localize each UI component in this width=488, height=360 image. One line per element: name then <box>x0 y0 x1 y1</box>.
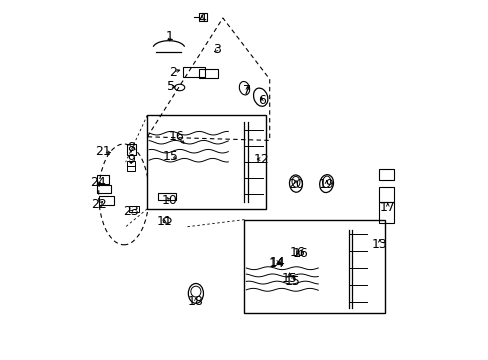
Text: 22: 22 <box>91 198 107 211</box>
Text: 6: 6 <box>257 94 265 107</box>
Text: 10: 10 <box>162 194 177 207</box>
Text: 16: 16 <box>168 130 183 143</box>
Bar <box>127 166 135 171</box>
Bar <box>99 196 114 205</box>
Text: 3: 3 <box>212 43 220 56</box>
Bar <box>97 175 109 184</box>
Text: 19: 19 <box>318 178 334 191</box>
Text: 5: 5 <box>166 80 174 93</box>
Bar <box>244 220 384 313</box>
Bar <box>127 144 136 155</box>
Bar <box>97 185 111 193</box>
Bar <box>379 202 393 223</box>
Bar <box>129 206 139 212</box>
Text: 13: 13 <box>371 238 387 251</box>
Text: 20: 20 <box>287 178 304 191</box>
Text: 15: 15 <box>281 273 297 285</box>
Text: 16: 16 <box>292 247 307 260</box>
Text: 12: 12 <box>253 153 269 166</box>
Text: 23: 23 <box>123 205 139 218</box>
Text: 18: 18 <box>187 295 203 308</box>
Text: 24: 24 <box>90 176 105 189</box>
Bar <box>199 13 207 21</box>
Bar <box>379 169 393 180</box>
Text: 11: 11 <box>156 215 172 228</box>
Text: 21: 21 <box>95 145 111 158</box>
Bar <box>379 187 393 202</box>
Bar <box>147 115 265 209</box>
Text: 8: 8 <box>127 141 135 154</box>
Text: 16: 16 <box>289 246 305 258</box>
Text: 14: 14 <box>268 257 284 270</box>
Text: 17: 17 <box>379 201 395 213</box>
Text: 14: 14 <box>269 256 285 269</box>
Bar <box>127 161 135 166</box>
Bar <box>158 193 176 200</box>
Text: 15: 15 <box>285 275 301 288</box>
Text: 4: 4 <box>198 12 205 24</box>
Text: 1: 1 <box>165 30 173 42</box>
Text: 15: 15 <box>163 150 178 163</box>
Text: 9: 9 <box>127 153 135 166</box>
Text: 7: 7 <box>243 84 251 97</box>
Text: 2: 2 <box>169 66 177 78</box>
